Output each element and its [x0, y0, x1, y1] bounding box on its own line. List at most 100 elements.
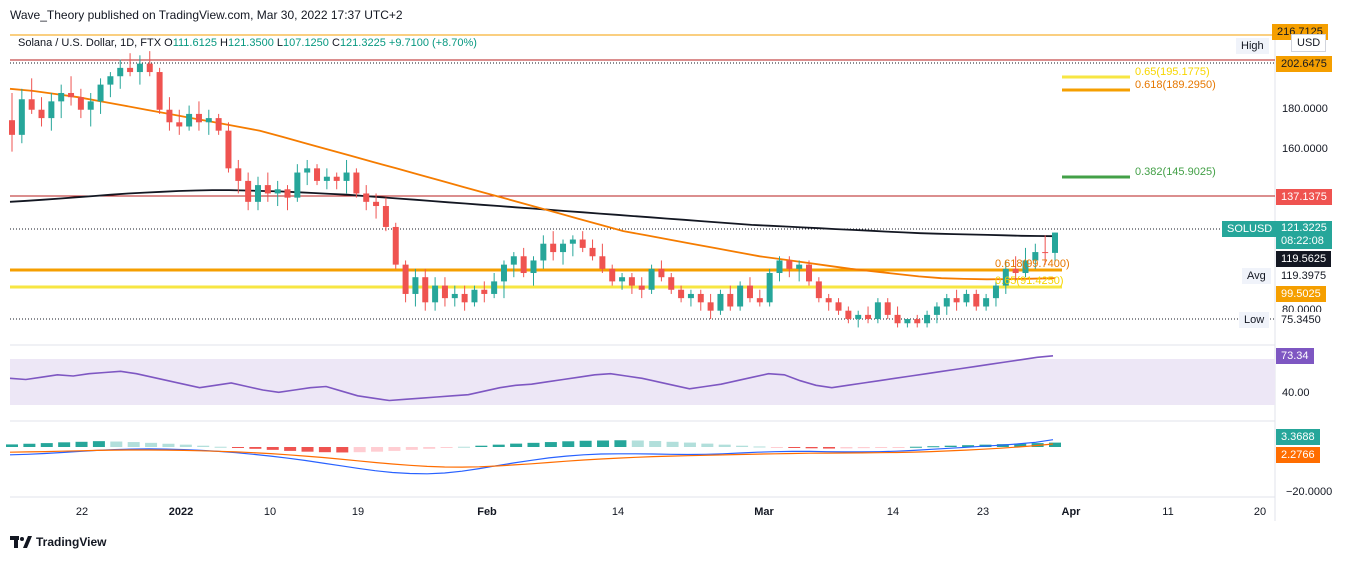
candle-body — [451, 293, 458, 299]
candle-body — [491, 281, 498, 294]
x-tick-label: 22 — [76, 506, 88, 518]
candle-body — [668, 277, 675, 290]
macd-histogram-bar — [770, 447, 783, 448]
candle-body — [520, 256, 527, 274]
macd-histogram-bar — [318, 447, 331, 453]
candle-body — [373, 201, 380, 207]
candle-body — [461, 293, 468, 303]
fib-0618-low-label: 0.618(99.7400) — [995, 258, 1070, 270]
candle-body — [619, 277, 626, 282]
candle-body — [382, 206, 389, 227]
candle-body — [1032, 252, 1039, 261]
candle-body — [579, 239, 586, 248]
candle-body — [333, 176, 340, 181]
candle-body — [363, 193, 370, 202]
candle-body — [9, 120, 15, 135]
currency-chip[interactable]: USD — [1291, 34, 1327, 52]
candle-body — [560, 243, 567, 253]
x-tick-label: Feb — [477, 506, 497, 518]
macd-histogram-bar — [927, 446, 940, 448]
candle-body — [796, 264, 803, 269]
macd-histogram-bar — [301, 447, 314, 452]
rsi-tick-40: 40.00 — [1282, 387, 1310, 399]
macd-histogram-bar — [179, 444, 192, 447]
x-tick-label: 10 — [264, 506, 276, 518]
high-value: 121.3500 — [227, 37, 274, 49]
macd-histogram-bar — [805, 447, 818, 449]
x-tick-label: Apr — [1062, 506, 1082, 518]
x-tick-label: 19 — [352, 506, 364, 518]
candle-body — [392, 226, 399, 265]
fib-065-top-label: 0.65(195.1775) — [1135, 66, 1210, 78]
candle-body — [68, 92, 75, 98]
candle-body — [894, 314, 901, 324]
macd-histogram-bar — [823, 447, 836, 449]
macd-histogram-bar — [231, 447, 244, 448]
fib-0618-top-label: 0.618(189.2950) — [1135, 79, 1216, 91]
candle-body — [835, 302, 842, 311]
macd-histogram-bar — [909, 446, 922, 448]
candle-body — [737, 285, 744, 307]
symbol-name[interactable]: Solana / U.S. Dollar, 1D, FTX — [18, 37, 162, 49]
tradingview-logo-icon — [10, 536, 32, 548]
candle-body — [186, 113, 193, 127]
macd-histogram-bar — [353, 447, 366, 453]
macd-line-path — [9, 439, 1054, 475]
high-label-chip: High — [1236, 38, 1269, 54]
close-label: C — [331, 37, 340, 49]
candle-body — [441, 285, 448, 299]
candle-body — [914, 319, 921, 324]
macd-histogram-bar — [440, 447, 453, 448]
low-label: L — [276, 37, 284, 49]
candle-body — [107, 76, 114, 85]
low-label-chip: Low — [1239, 312, 1270, 328]
macd-histogram-bar — [23, 443, 36, 447]
candle-body — [953, 298, 960, 303]
ma200-chip: 119.5625 — [1276, 251, 1332, 267]
candle-body — [687, 293, 694, 299]
footer-brand[interactable]: TradingView — [10, 535, 106, 549]
macd-histogram-bar — [788, 447, 801, 448]
candle-body — [136, 63, 143, 73]
candle-body — [127, 67, 134, 73]
candle-body — [589, 247, 596, 257]
macd-histogram-bar — [701, 443, 714, 447]
candle-body — [402, 264, 409, 294]
candle-body — [87, 101, 94, 110]
candle-body — [97, 84, 104, 102]
candle-body — [628, 277, 635, 286]
candle-body — [235, 168, 242, 181]
ma50-line — [9, 87, 1056, 281]
high-value-chip: 202.6475 — [1276, 56, 1332, 72]
candle-body — [176, 122, 183, 127]
macd-histogram-bar — [753, 446, 766, 448]
fib-0382-label: 0.382(145.9025) — [1135, 166, 1216, 178]
candle-body — [815, 281, 822, 299]
candle-body — [658, 268, 665, 278]
candle-body — [992, 285, 999, 299]
candle-body — [756, 298, 763, 303]
candle-body — [697, 293, 704, 303]
macd-histogram-bar — [6, 444, 18, 447]
candle-body — [215, 118, 222, 131]
candles-group — [9, 51, 1058, 328]
candle-body — [825, 298, 832, 303]
x-axis: 22 2022 10 19 Feb 14 Mar 14 23 Apr 11 20 — [76, 506, 1266, 518]
candle-body — [678, 289, 685, 299]
candle-body — [343, 172, 350, 181]
candle-body — [195, 113, 202, 123]
last-price-value: 121.3225 — [1281, 222, 1327, 234]
candle-body — [530, 260, 537, 274]
solusd-chip: SOLUSD — [1222, 221, 1278, 237]
price-tick-160: 160.0000 — [1282, 143, 1328, 155]
candle-body — [323, 176, 330, 181]
macd-histogram-bar — [614, 440, 627, 447]
candle-body — [924, 314, 931, 324]
avg-value-chip: 119.3975 — [1276, 268, 1332, 284]
rsi-value-chip: 73.34 — [1276, 348, 1314, 364]
candle-body — [845, 310, 852, 320]
x-tick-label: 23 — [977, 506, 989, 518]
candle-body — [973, 293, 980, 307]
macd-histogram-bar — [736, 445, 749, 447]
